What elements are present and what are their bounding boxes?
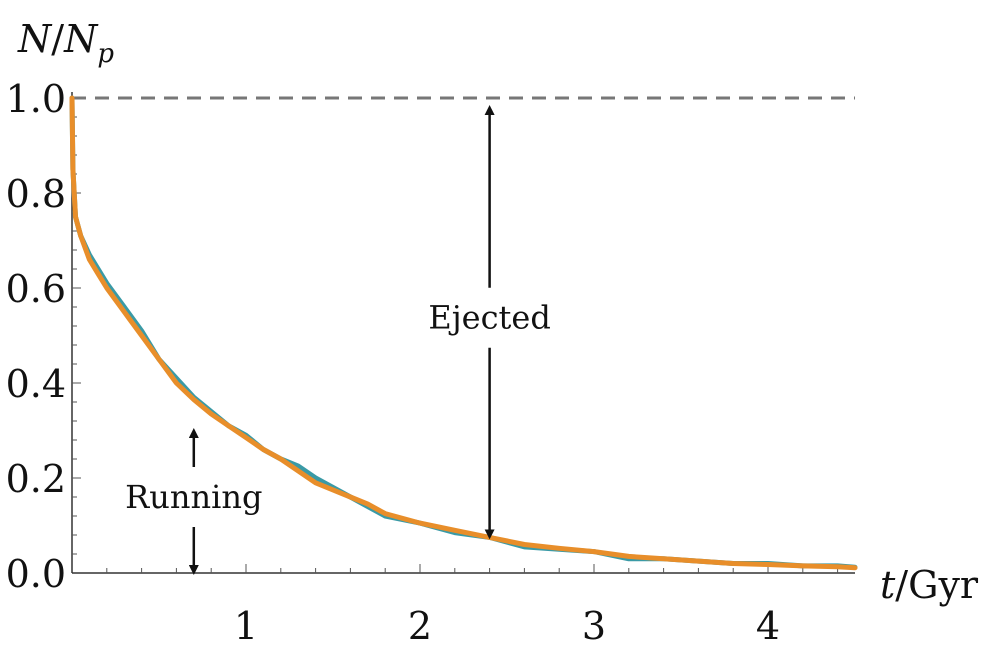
y-tick-label: 0.2 (6, 457, 66, 501)
y-tick-label: 1.0 (6, 77, 66, 121)
y-tick-label: 0.0 (6, 552, 66, 596)
annotation-layer: Ejected Running (125, 105, 551, 575)
x-tick-label: 3 (582, 604, 606, 648)
x-tick-label: 1 (234, 604, 258, 648)
series-layer (69, 95, 858, 571)
annotation-label: Running (125, 478, 262, 516)
x-tick-label: 2 (408, 604, 432, 648)
axes: 1 2 3 4 0.0 0.2 0.4 0.6 0.8 1.0 (6, 77, 855, 648)
y-tick-label: 0.8 (6, 172, 66, 216)
y-tick-label: 0.6 (6, 267, 66, 311)
annotation-label: Ejected (428, 299, 550, 337)
x-tick-label: 4 (756, 604, 780, 648)
x-axis-title: t/Gyr (880, 563, 979, 607)
labels-layer: N/Np t/Gyr (17, 17, 979, 607)
series-line-2 (69, 95, 858, 571)
y-axis-title: N/Np (17, 17, 114, 69)
y-tick-label: 0.4 (6, 362, 66, 406)
